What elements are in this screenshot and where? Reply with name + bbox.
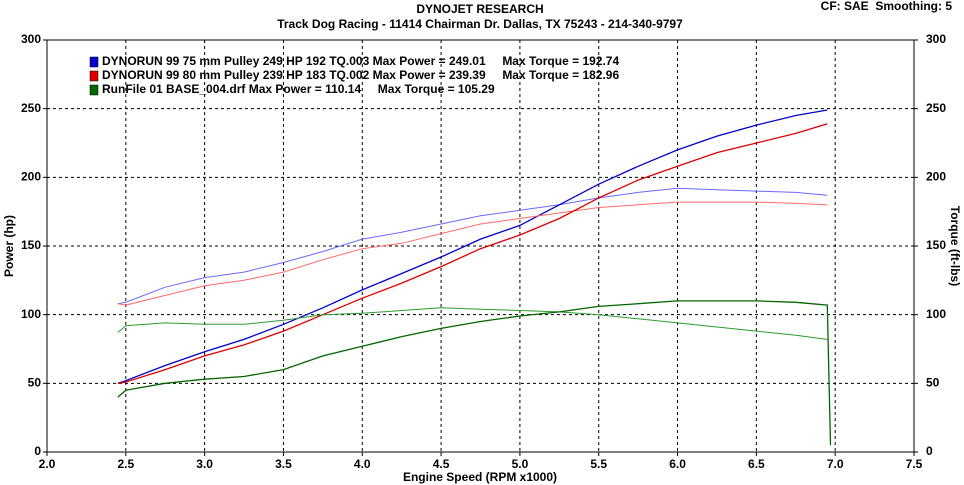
x-tick-label: 7.0: [827, 457, 844, 471]
y2-tick-label: 250: [926, 101, 946, 115]
x-tick-label: 2.5: [117, 457, 134, 471]
y2-tick-label: 100: [926, 307, 946, 321]
y2-tick-label: 0: [926, 444, 933, 458]
power-line: [117, 123, 828, 384]
x-tick-label: 3.5: [275, 457, 292, 471]
y-tick-label: 100: [21, 307, 41, 321]
x-axis-label: Engine Speed (RPM x1000): [403, 470, 557, 484]
x-tick-label: 4.0: [354, 457, 371, 471]
y2-tick-label: 50: [926, 376, 940, 390]
y-tick-label: 150: [21, 238, 41, 252]
chart-title: DYNOJET RESEARCH: [416, 2, 543, 16]
x-tick-label: 6.5: [748, 457, 765, 471]
power-line: [117, 109, 828, 384]
torque-line: [117, 201, 828, 306]
y2-axis-label: Torque (ft-lbs): [948, 206, 962, 286]
corner-note: CF: SAE Smoothing: 5: [821, 0, 953, 13]
y-tick-label: 50: [28, 376, 42, 390]
x-tick-label: 5.5: [590, 457, 607, 471]
x-tick-label: 5.0: [512, 457, 529, 471]
legend-swatch: [89, 84, 99, 96]
chart-subtitle: Track Dog Racing - 11414 Chairman Dr. Da…: [277, 17, 683, 31]
torque-line: [117, 187, 828, 305]
x-tick-label: 2.0: [39, 457, 56, 471]
y-tick-label: 200: [21, 170, 41, 184]
y-axis-label: Power (hp): [2, 215, 16, 277]
x-tick-label: 4.5: [433, 457, 450, 471]
torque-line: [117, 307, 828, 340]
legend-label: RunFile 01 BASE_004.drf Max Power = 110.…: [102, 82, 495, 96]
y2-tick-label: 200: [926, 170, 946, 184]
y-tick-label: 300: [21, 32, 41, 46]
y-tick-label: 0: [34, 444, 41, 458]
legend-label: DYNORUN 99 75 mm Pulley 249 HP 192 TQ.00…: [102, 54, 619, 68]
x-tick-label: 3.0: [196, 457, 213, 471]
y2-tick-label: 150: [926, 238, 946, 252]
x-tick-label: 6.0: [669, 457, 686, 471]
legend-swatch: [89, 56, 99, 68]
legend-swatch: [89, 70, 99, 82]
x-tick-label: 7.5: [906, 457, 923, 471]
y2-tick-label: 300: [926, 32, 946, 46]
y-tick-label: 250: [21, 101, 41, 115]
legend-label: DYNORUN 99 80 mm Pulley 239 HP 183 TQ.00…: [102, 68, 619, 82]
power-line: [117, 300, 832, 446]
